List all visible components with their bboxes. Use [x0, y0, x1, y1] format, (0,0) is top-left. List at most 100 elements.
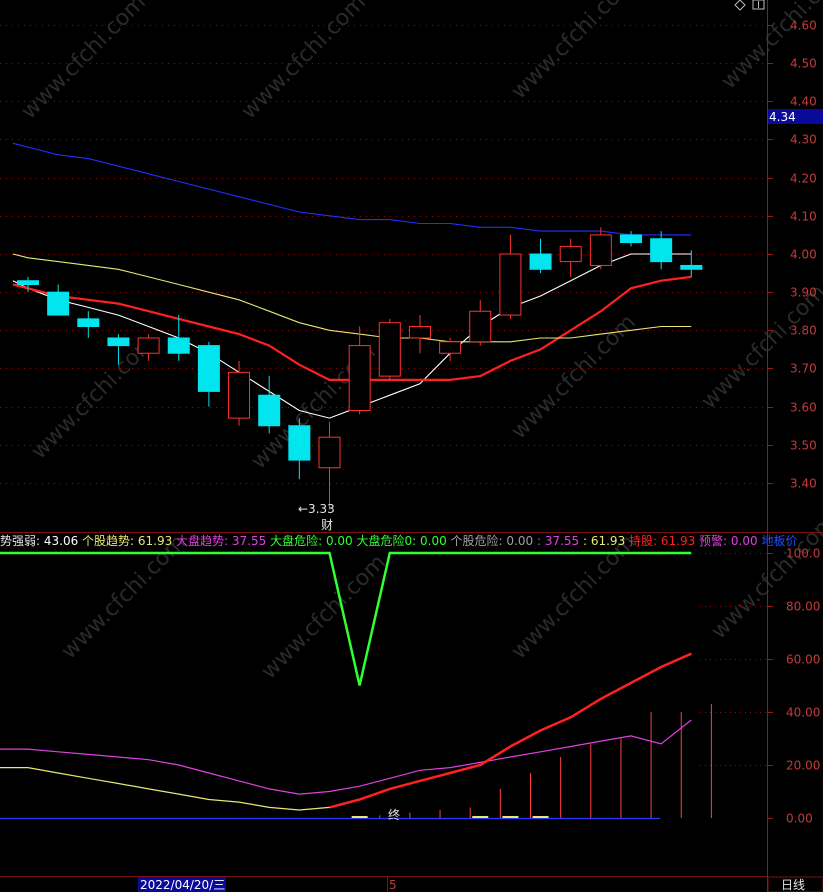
candle-body — [137, 337, 160, 354]
candle-body — [348, 345, 371, 411]
indicator-axis-label: 0.00 — [786, 812, 813, 826]
candle — [620, 231, 642, 247]
indicator-header-value: 61.93 — [661, 534, 699, 548]
indicator-marker — [532, 816, 549, 818]
moving-average-line — [12, 253, 692, 419]
price-axis-label: 3.40 — [790, 477, 817, 491]
candle-body — [680, 264, 703, 270]
candle — [77, 311, 100, 338]
candle-body — [228, 371, 251, 419]
period-selector-label[interactable]: 日线 — [781, 878, 805, 892]
price-axis-label: 3.60 — [790, 401, 817, 415]
moving-average-line — [12, 275, 692, 381]
indicator-header-label: 大盘危险0: — [357, 533, 421, 548]
candle — [559, 238, 582, 277]
candle-body — [378, 322, 401, 377]
candle — [167, 315, 190, 361]
indicator-marker — [351, 816, 368, 818]
indicator-header-value: 0.00 — [506, 534, 537, 548]
candle-body — [559, 245, 582, 263]
candle — [318, 421, 341, 510]
indicator-header-label: 个股趋势: — [82, 534, 138, 548]
indicator-axis-label: 40.00 — [786, 706, 820, 720]
price-axis-label: 4.40 — [790, 95, 817, 109]
indicator-header-label: 个股危险: — [451, 533, 507, 548]
indicator-header: 势强弱: 43.06 个股趋势: 61.93 大盘趋势: 37.55 大盘危险:… — [0, 533, 797, 548]
indicator-bars — [351, 704, 712, 818]
price-axis-label: 4.00 — [790, 248, 817, 262]
candle — [258, 376, 281, 434]
candle — [288, 418, 311, 480]
indicator-axis-label: 60.00 — [786, 653, 820, 667]
price-axis-label: 3.90 — [790, 286, 817, 300]
price-axis-label: 4.10 — [790, 210, 817, 224]
candle — [107, 334, 130, 365]
candle — [197, 341, 220, 407]
indicator-axis-label: 100.0 — [786, 547, 820, 561]
candle — [408, 315, 431, 354]
indicator-lines — [0, 551, 692, 811]
candle — [469, 299, 492, 346]
price-axis-label: 3.80 — [790, 324, 817, 338]
panel-toggle-icon[interactable] — [752, 0, 765, 10]
indicator-header-value: 43.06 — [44, 534, 82, 548]
candle — [47, 284, 70, 316]
indicator-header-label: 预警: — [699, 533, 731, 548]
current-price-tag-bg — [767, 109, 823, 124]
candle-body — [17, 280, 39, 286]
candle-body — [469, 310, 492, 343]
candlestick-layer — [17, 227, 703, 510]
candle-body — [650, 238, 673, 263]
moving-average-layer — [12, 142, 692, 419]
candle-body — [47, 291, 70, 316]
end-marker-label: 终 — [388, 807, 400, 822]
candle-body — [258, 394, 281, 427]
indicator-axis-label: 20.00 — [786, 759, 820, 773]
date-label-bg — [138, 877, 226, 892]
indicator-header-value: 37.55 — [545, 534, 583, 548]
candle — [348, 326, 371, 415]
price-axis-label: 4.60 — [790, 19, 817, 33]
indicator-marker — [472, 816, 489, 818]
candle — [17, 276, 39, 293]
candle-body — [318, 436, 341, 469]
moving-average-line — [12, 142, 692, 236]
candle-body — [620, 234, 642, 244]
candle-body — [288, 425, 311, 461]
price-axis-label: 4.50 — [790, 57, 817, 71]
price-axis: 4.60 4.50 4.40 4.30 4.20 4.10 4.00 3.90 3.80 3.70… — [767, 19, 817, 491]
candle — [680, 250, 703, 277]
candle — [137, 334, 160, 361]
candle — [378, 318, 401, 380]
current-price-tag: 4.34 — [767, 109, 823, 124]
indicator-header-value: 61.93 — [138, 534, 176, 548]
candle — [439, 337, 462, 361]
indicator-marker — [502, 816, 519, 818]
candle-body — [167, 337, 190, 354]
diamond-icon[interactable] — [734, 0, 746, 11]
moving-average-line — [12, 253, 692, 343]
indicator-axis-label: 80.00 — [786, 600, 820, 614]
indicator-line — [0, 551, 692, 686]
indicator-header-value: 0.00 — [731, 534, 762, 548]
candle-body — [589, 234, 612, 266]
panel-controls[interactable] — [734, 0, 765, 11]
candle-body — [107, 337, 130, 347]
indicator-header-label: 地板价 — [761, 534, 797, 548]
price-axis-label: 3.50 — [790, 439, 817, 453]
candle-body — [77, 318, 100, 328]
current-price-tag-text: 4.34 — [769, 110, 796, 124]
indicator-line — [329, 652, 692, 809]
indicator-axis: 100.0 80.00 60.00 40.00 20.00 0.00 — [767, 547, 820, 826]
indicator-header-label: 大盘危险: — [270, 533, 326, 548]
indicator-header-label: : — [537, 534, 545, 548]
candle-body — [499, 253, 522, 316]
candle-body — [439, 341, 462, 354]
indicator-header-label: 大盘趋势: — [176, 533, 232, 548]
indicator-header-value: 0.00 — [326, 534, 357, 548]
candle-body — [197, 345, 220, 392]
price-axis-label: 4.30 — [790, 133, 817, 147]
candle — [228, 360, 251, 426]
candle — [499, 234, 522, 319]
